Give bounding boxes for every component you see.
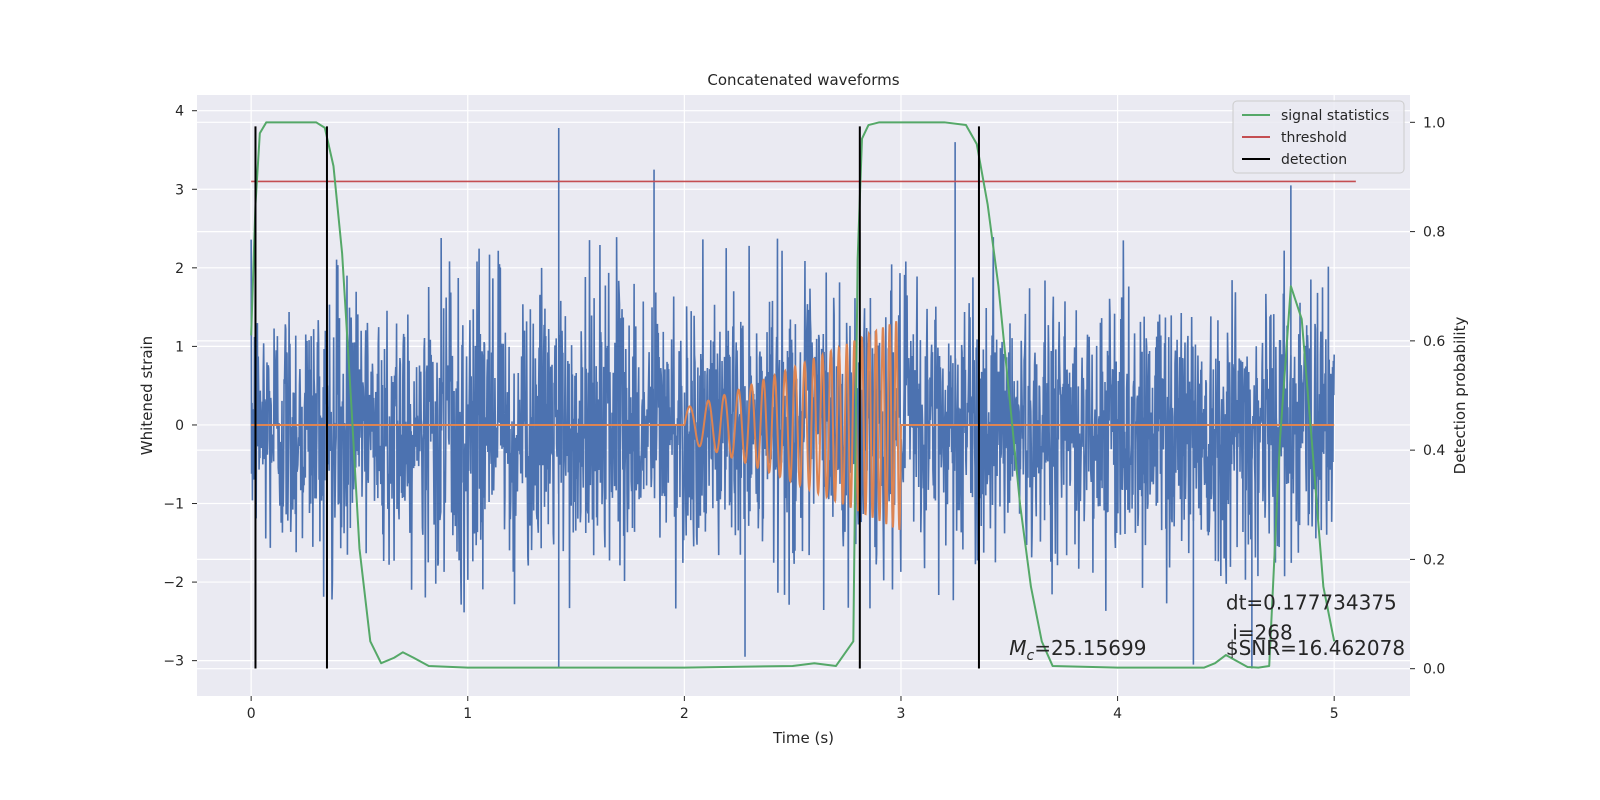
- y-tick-label: −2: [163, 575, 184, 591]
- x-tick-label: 4: [1113, 706, 1122, 722]
- annotation-dt: dt=0.177734375: [1226, 591, 1397, 615]
- axes: 0 1 2 3 4 5 −3 −2 −1 0 1 2 3 4 0.0 0.2 0.4 0.6 0.8 1.0: [163, 104, 1445, 722]
- y-tick-label: −1: [163, 497, 184, 513]
- y-axis-label: Whitened strain: [138, 336, 156, 455]
- y2-tick-label: 0.2: [1423, 552, 1445, 568]
- y-tick-label: 2: [175, 261, 184, 277]
- annotation-chirp-mass-subscript: c: [1027, 648, 1035, 664]
- y2-axis-label: Detection probability: [1451, 317, 1469, 475]
- y-tick-label: 0: [175, 418, 184, 434]
- legend-entry-threshold: threshold: [1281, 130, 1347, 146]
- x-tick-label: 1: [463, 706, 472, 722]
- x-tick-label: 0: [247, 706, 256, 722]
- annotation-snr: $SNR=16.462078: [1226, 636, 1405, 660]
- y2-tick-label: 0.0: [1423, 662, 1445, 678]
- legend-entry-signal-statistics: signal statistics: [1281, 108, 1389, 124]
- signal-statistics-line: [250, 121, 1336, 669]
- signal-statistics-series: [250, 121, 1336, 669]
- legend: signal statistics threshold detection: [1232, 100, 1405, 174]
- y2-tick-label: 1.0: [1423, 115, 1445, 131]
- annotations: dt=0.177734375 i=268 $SNR=16.462078 Mc=2…: [1009, 591, 1405, 665]
- y-tick-label: −3: [163, 654, 184, 670]
- x-tick-label: 5: [1330, 706, 1339, 722]
- x-tick-label: 2: [680, 706, 689, 722]
- annotation-index: i=268: [1226, 620, 1293, 644]
- y2-tick-label: 0.4: [1423, 443, 1445, 459]
- annotation-chirp-mass: Mc=25.15699: [1009, 636, 1146, 664]
- y2-tick-label: 0.6: [1423, 334, 1445, 350]
- x-axis-label: Time (s): [772, 729, 834, 747]
- y2-tick-label: 0.8: [1423, 225, 1445, 241]
- legend-entry-detection: detection: [1281, 152, 1347, 168]
- chart-title: Concatenated waveforms: [707, 71, 899, 89]
- annotation-chirp-mass-value: =25.15699: [1034, 636, 1146, 660]
- y-tick-label: 4: [175, 104, 184, 120]
- template-line: [251, 321, 1335, 531]
- annotation-chirp-mass-symbol: M: [1009, 636, 1026, 660]
- y-tick-label: 1: [175, 339, 184, 355]
- legend-box: [1232, 100, 1405, 174]
- template-series: [251, 321, 1335, 531]
- y-tick-label: 3: [175, 182, 184, 198]
- detection-series: [254, 126, 980, 669]
- x-tick-label: 3: [897, 706, 906, 722]
